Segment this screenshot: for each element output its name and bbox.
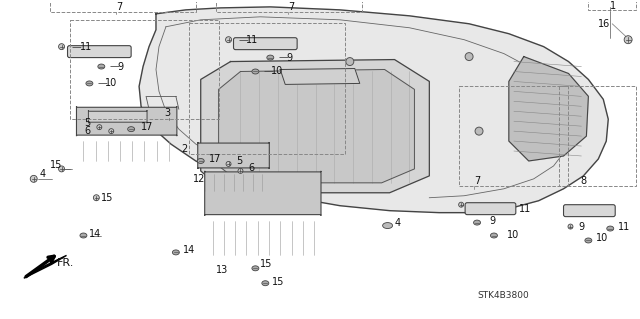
Circle shape: [226, 161, 231, 167]
FancyBboxPatch shape: [68, 46, 131, 58]
Bar: [50, 0, 196, 12]
Circle shape: [238, 168, 243, 174]
Text: 13: 13: [216, 265, 228, 275]
Text: —: —: [278, 53, 288, 63]
Text: 7: 7: [116, 2, 122, 12]
Text: 3: 3: [164, 108, 170, 118]
Text: 11: 11: [519, 204, 531, 214]
Text: —: —: [109, 62, 119, 71]
Bar: [459, 86, 568, 186]
Polygon shape: [509, 56, 588, 161]
Bar: [216, 0, 362, 12]
Circle shape: [30, 175, 37, 182]
Text: 15: 15: [101, 193, 114, 203]
Text: STK4B3800: STK4B3800: [477, 291, 529, 300]
Bar: [70, 20, 219, 119]
Text: 5: 5: [84, 118, 91, 128]
Text: 11: 11: [246, 35, 259, 45]
Circle shape: [225, 37, 232, 43]
Text: 17: 17: [141, 122, 154, 132]
Polygon shape: [24, 256, 67, 278]
Text: 12: 12: [193, 174, 205, 184]
Text: 9: 9: [286, 53, 292, 63]
Ellipse shape: [585, 238, 592, 243]
Text: 9: 9: [117, 62, 124, 71]
Text: 5: 5: [237, 156, 243, 166]
Text: 15: 15: [272, 277, 285, 287]
Circle shape: [59, 44, 65, 50]
Ellipse shape: [474, 220, 481, 225]
Text: 2: 2: [181, 144, 187, 154]
Text: FR.: FR.: [56, 258, 74, 268]
Text: 4: 4: [394, 218, 401, 227]
Text: 4: 4: [40, 169, 46, 179]
FancyBboxPatch shape: [198, 142, 269, 169]
Circle shape: [109, 129, 114, 134]
Text: 7: 7: [288, 2, 294, 12]
Circle shape: [346, 58, 354, 65]
Text: 9: 9: [489, 216, 495, 226]
Ellipse shape: [98, 64, 105, 69]
Circle shape: [59, 166, 65, 172]
FancyBboxPatch shape: [88, 110, 147, 123]
Ellipse shape: [490, 233, 497, 238]
Text: 9: 9: [579, 222, 584, 232]
FancyBboxPatch shape: [564, 205, 615, 217]
Polygon shape: [201, 60, 429, 193]
Text: —: —: [72, 42, 81, 52]
Text: 15: 15: [50, 160, 62, 170]
Polygon shape: [139, 7, 608, 213]
FancyBboxPatch shape: [465, 203, 516, 215]
Text: 17: 17: [209, 154, 221, 164]
Text: 10: 10: [271, 66, 284, 77]
Ellipse shape: [197, 159, 204, 163]
Text: —: —: [239, 35, 248, 45]
Circle shape: [465, 53, 473, 61]
Text: 7: 7: [474, 176, 480, 186]
Polygon shape: [219, 70, 415, 183]
Bar: [588, 0, 636, 10]
Text: 6: 6: [248, 163, 255, 173]
Text: 16: 16: [598, 19, 611, 29]
Text: 10: 10: [596, 234, 609, 243]
Circle shape: [475, 127, 483, 135]
Circle shape: [568, 224, 573, 229]
Polygon shape: [280, 69, 360, 85]
Ellipse shape: [383, 223, 392, 228]
Text: —: —: [263, 66, 273, 77]
Ellipse shape: [607, 226, 614, 231]
Ellipse shape: [172, 250, 179, 255]
Ellipse shape: [252, 266, 259, 271]
Ellipse shape: [262, 281, 269, 286]
Text: 14: 14: [90, 228, 102, 239]
FancyBboxPatch shape: [205, 171, 321, 216]
Text: 11: 11: [618, 222, 630, 232]
Text: 11: 11: [79, 42, 92, 52]
Ellipse shape: [267, 55, 274, 60]
Bar: [559, 86, 636, 186]
Circle shape: [93, 195, 99, 201]
Text: 10: 10: [106, 78, 118, 88]
Circle shape: [97, 125, 102, 130]
Circle shape: [624, 36, 632, 44]
Ellipse shape: [127, 127, 134, 132]
FancyBboxPatch shape: [76, 106, 177, 136]
Text: 10: 10: [507, 229, 519, 240]
Bar: [189, 23, 345, 154]
Text: 6: 6: [84, 126, 90, 136]
FancyBboxPatch shape: [234, 38, 297, 50]
Text: 14: 14: [183, 245, 195, 256]
Ellipse shape: [80, 233, 87, 238]
Text: 1: 1: [611, 1, 616, 11]
Text: 15: 15: [260, 259, 273, 269]
Circle shape: [459, 202, 463, 207]
Ellipse shape: [252, 69, 259, 74]
Ellipse shape: [86, 81, 93, 86]
Text: 8: 8: [580, 176, 586, 186]
Text: —: —: [97, 78, 107, 88]
